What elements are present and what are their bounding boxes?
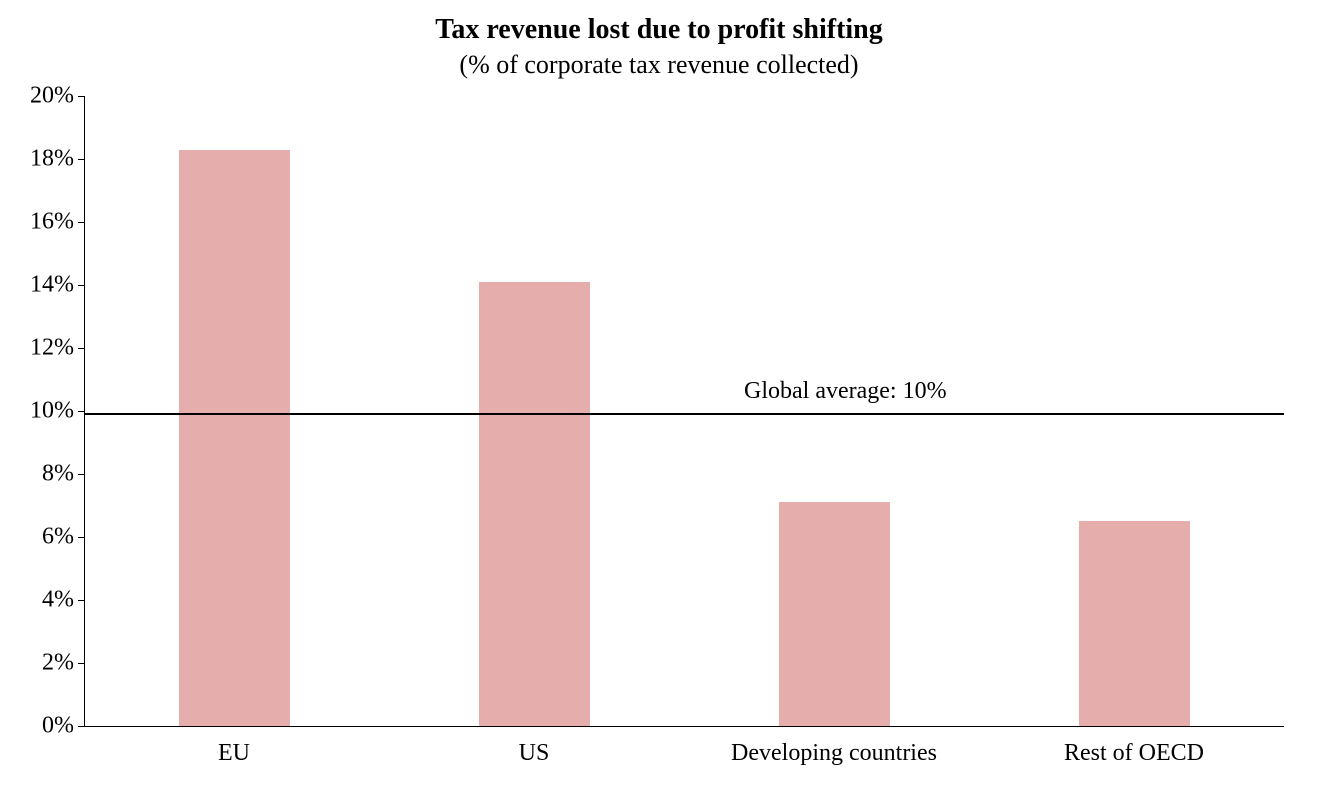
- x-axis: [84, 726, 1284, 727]
- chart-title: Tax revenue lost due to profit shifting: [0, 14, 1318, 46]
- y-tick-mark: [78, 726, 84, 727]
- y-tick-mark: [78, 663, 84, 664]
- y-tick-mark: [78, 159, 84, 160]
- y-tick-label: 10%: [4, 398, 74, 425]
- chart-subtitle: (% of corporate tax revenue collected): [0, 50, 1318, 80]
- bar: [1079, 521, 1190, 726]
- y-tick-mark: [78, 537, 84, 538]
- bar: [779, 502, 890, 726]
- bar-chart: Tax revenue lost due to profit shifting …: [0, 0, 1318, 800]
- y-tick-label: 0%: [4, 713, 74, 740]
- y-tick-mark: [78, 285, 84, 286]
- y-tick-label: 14%: [4, 272, 74, 299]
- x-category-label: Developing countries: [731, 740, 937, 767]
- y-tick-mark: [78, 222, 84, 223]
- y-tick-label: 16%: [4, 209, 74, 236]
- y-tick-label: 4%: [4, 587, 74, 614]
- bar: [479, 282, 590, 726]
- plot-area: 0%2%4%6%8%10%12%14%16%18%20%EUUSDevelopi…: [84, 96, 1284, 726]
- x-category-label: Rest of OECD: [1064, 740, 1204, 767]
- bar: [179, 150, 290, 726]
- y-tick-mark: [78, 96, 84, 97]
- y-tick-label: 8%: [4, 461, 74, 488]
- x-category-label: US: [519, 740, 550, 767]
- y-tick-mark: [78, 348, 84, 349]
- global-average-label: Global average: 10%: [744, 378, 947, 405]
- y-tick-label: 6%: [4, 524, 74, 551]
- y-tick-label: 12%: [4, 335, 74, 362]
- y-tick-label: 2%: [4, 650, 74, 677]
- y-tick-label: 20%: [4, 83, 74, 110]
- global-average-line: [85, 413, 1284, 415]
- x-category-label: EU: [218, 740, 250, 767]
- y-tick-mark: [78, 600, 84, 601]
- y-axis: [84, 96, 85, 726]
- y-tick-mark: [78, 474, 84, 475]
- y-tick-mark: [78, 411, 84, 412]
- y-tick-label: 18%: [4, 146, 74, 173]
